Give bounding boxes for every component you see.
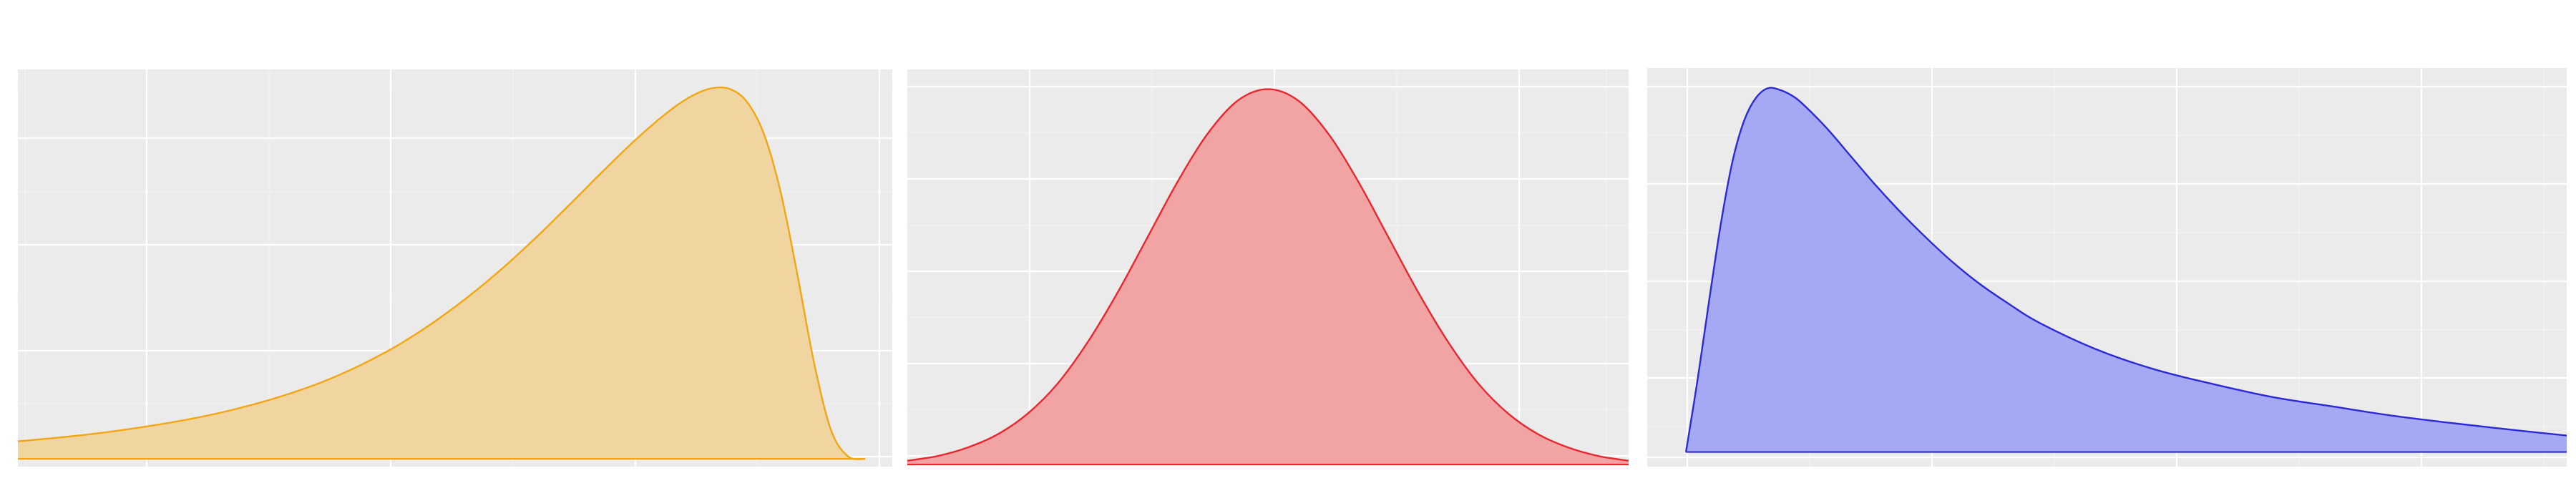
right-skewed-density-line xyxy=(1684,87,2567,452)
right-skewed-density-panel xyxy=(1647,68,2567,467)
left-skewed-density-area xyxy=(18,87,866,459)
left-skewed-density-line xyxy=(17,86,866,460)
normal-density-panel xyxy=(907,69,1629,466)
normal-density-line xyxy=(907,88,1629,462)
left-skewed-density-panel xyxy=(17,69,1002,467)
normal-density-area xyxy=(907,89,1629,465)
right-skewed-density-area xyxy=(1686,87,2567,452)
right-skewed-gridlines xyxy=(1647,68,2567,467)
